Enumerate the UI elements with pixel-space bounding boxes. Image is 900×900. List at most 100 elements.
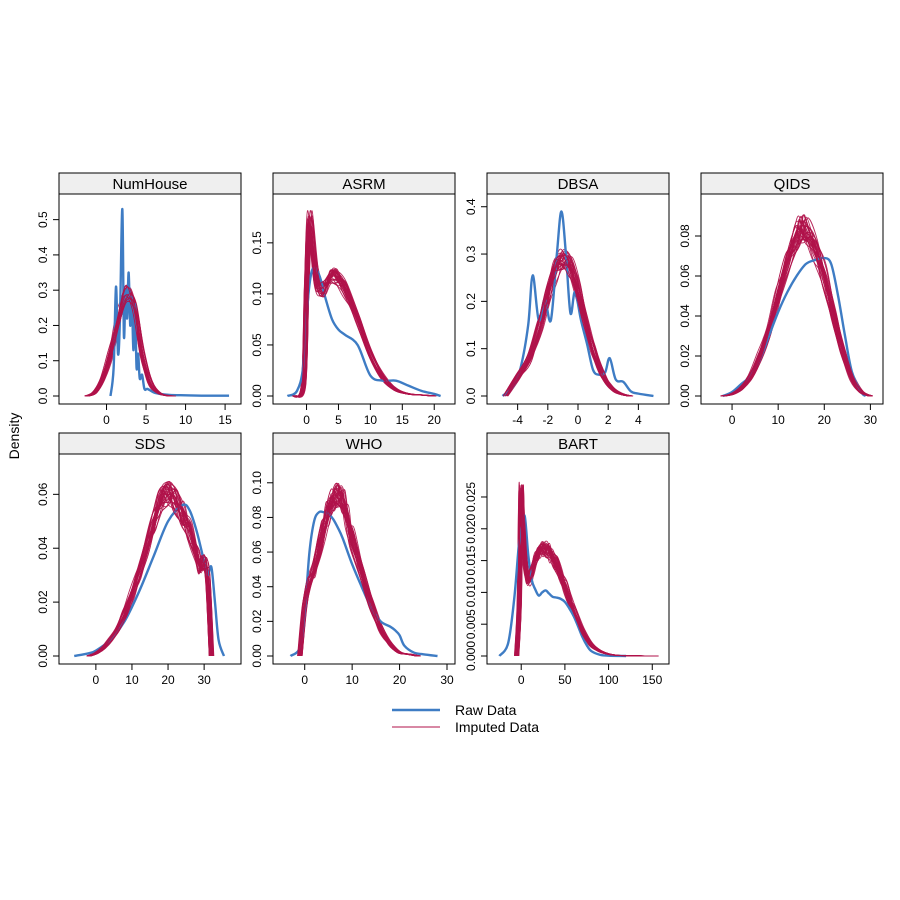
y-axis-label: Density (6, 413, 22, 460)
x-tick-label: 50 (558, 673, 572, 687)
x-tick-label: 30 (864, 413, 878, 427)
imputed-line (723, 219, 872, 397)
y-tick-label: 0.005 (464, 609, 478, 639)
y-tick-label: 0.4 (464, 198, 478, 215)
series-group (289, 482, 438, 658)
x-tick-label: -2 (542, 413, 553, 427)
panel-sds: SDS 0 10 20 30 0.00 0.02 0.04 0.06 (36, 432, 242, 687)
panel-bart: BART 0 50 100 150 0.000 0.005 0.010 0.015 0.0200.… (464, 432, 670, 687)
x-tick-label: 10 (125, 673, 139, 687)
y-tick-label: 0.05 (250, 333, 264, 357)
imputed-line (90, 492, 215, 657)
imputed-line (84, 295, 172, 397)
imputed-line (505, 258, 631, 397)
x-tick-label: 150 (642, 673, 662, 687)
panel-qids: QIDS 0 10 20 30 0.00 0.02 0.04 0.06 0.08 (678, 172, 884, 427)
x-tick-label: 4 (635, 413, 642, 427)
x-tick-label: 0 (729, 413, 736, 427)
series-group (286, 210, 441, 398)
panel-dbsa: DBSA -4 -2 0 2 4 0.0 0.1 0.2 0.3 0.4 (464, 172, 670, 427)
strip-title: ASRM (342, 176, 385, 193)
strip-title: DBSA (558, 176, 599, 193)
imputed-line (86, 294, 174, 397)
x-tick-label: 2 (605, 413, 612, 427)
plot-frame (58, 193, 242, 405)
strip-title: SDS (135, 436, 166, 453)
y-tick-label: 0.2 (464, 293, 478, 310)
y-tick-label: 0.00 (678, 384, 692, 408)
y-tick-label: 0.00 (250, 384, 264, 408)
y-tick-label: 0.4 (36, 246, 50, 263)
y-tick-label: 0.00 (250, 644, 264, 668)
imputed-line (86, 486, 210, 657)
strip-title: WHO (346, 436, 383, 453)
plot-frame (700, 193, 884, 405)
plot-frame (58, 453, 242, 665)
y-tick-label: 0.06 (36, 482, 50, 506)
x-tick-label: 15 (218, 413, 232, 427)
y-tick-label: 0.0 (464, 387, 478, 404)
y-tick-label: 0.015 (464, 545, 478, 575)
raw-data-line (289, 510, 438, 658)
y-tick-label: 0.3 (36, 282, 50, 299)
x-tick-label: 0 (93, 673, 100, 687)
x-tick-label: 5 (143, 413, 150, 427)
x-tick-label: 10 (771, 413, 785, 427)
y-tick-label: 0.04 (250, 575, 264, 599)
series-group (501, 210, 654, 398)
imputed-line (299, 496, 419, 657)
raw-data-line (501, 210, 654, 398)
x-tick-label: 15 (396, 413, 410, 427)
x-tick-label: 0 (303, 413, 310, 427)
series-group (720, 214, 873, 398)
imputed-line (514, 504, 656, 657)
panel-numhouse: NumHouse 0 5 10 15 0.0 0.1 0.2 0.3 0.4 0.5 (36, 172, 242, 427)
y-tick-label: 0.00 (36, 644, 50, 668)
y-tick-label: 0.08 (250, 505, 264, 529)
strip-title: BART (558, 436, 598, 453)
y-tick-label: 0.10 (250, 282, 264, 306)
y-tick-label: 0.06 (250, 540, 264, 564)
y-tick-label: 0.02 (36, 590, 50, 614)
y-tick-label: 0.000 (464, 641, 478, 671)
x-tick-label: 0 (301, 673, 308, 687)
y-tick-label: 0.0 (36, 387, 50, 404)
x-tick-label: 20 (393, 673, 407, 687)
x-tick-label: 10 (364, 413, 378, 427)
series-group (84, 207, 230, 397)
panels: NumHouse 0 5 10 15 0.0 0.1 0.2 0.3 0.4 0.5 ASRM 0 5 10… (36, 172, 884, 687)
y-tick-label: 0.2 (36, 317, 50, 334)
x-tick-label: -4 (512, 413, 523, 427)
y-tick-label: 0.06 (678, 264, 692, 288)
x-tick-label: 10 (345, 673, 359, 687)
imputed-line (720, 218, 869, 397)
x-tick-label: 20 (428, 413, 442, 427)
y-tick-label: 0.15 (250, 231, 264, 255)
y-tick-label: 0.1 (464, 340, 478, 357)
x-tick-label: 5 (335, 413, 342, 427)
strip-title: QIDS (774, 176, 811, 193)
plot-frame (272, 193, 456, 405)
y-tick-label: 0.10 (250, 471, 264, 495)
imputed-line (292, 233, 433, 398)
imputed-line (295, 219, 437, 398)
x-tick-label: 0 (575, 413, 582, 427)
y-tick-label: 0.020 (464, 513, 478, 543)
y-tick-label: 0.02 (250, 609, 264, 633)
panel-asrm: ASRM 0 5 10 15 20 0.00 0.05 0.10 0.15 (250, 172, 456, 427)
imputed-line (291, 218, 433, 398)
x-tick-label: 0 (518, 673, 525, 687)
y-tick-label: 0.04 (678, 304, 692, 328)
x-tick-label: 20 (818, 413, 832, 427)
y-tick-label: 0.1 (36, 352, 50, 369)
legend-imputed-label: Imputed Data (455, 719, 539, 735)
series-group (73, 481, 226, 658)
imputed-line (517, 505, 658, 657)
panel-who: WHO 0 10 20 30 0.00 0.02 0.04 0.06 0.08 0.10 (250, 432, 456, 687)
series-group (498, 481, 659, 658)
y-tick-label: 0.04 (36, 536, 50, 560)
x-tick-label: 20 (161, 673, 175, 687)
y-tick-label: 0.010 (464, 577, 478, 607)
imputed-line (88, 493, 212, 657)
